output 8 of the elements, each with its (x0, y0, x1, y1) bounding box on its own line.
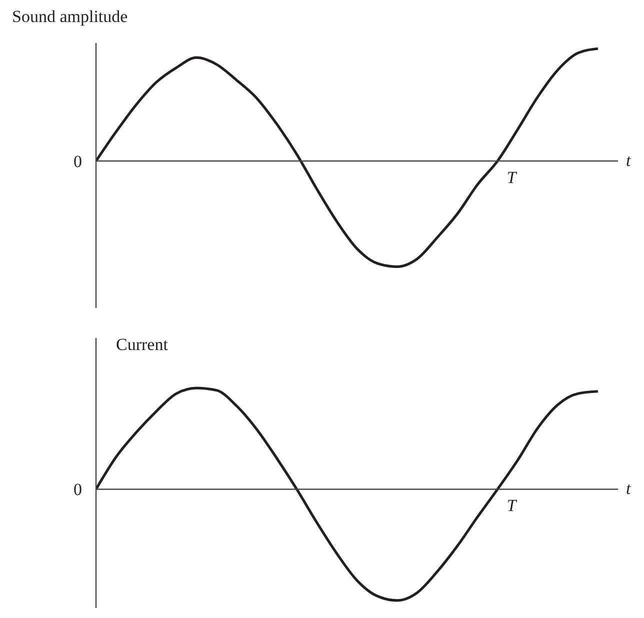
annotation: T (506, 496, 518, 516)
annotation: T (506, 168, 518, 188)
x-axis-title: t (626, 151, 632, 170)
text: 0 (74, 480, 82, 500)
y-axis-title: Current (116, 335, 168, 354)
text: 0 (74, 152, 82, 172)
y-axis-title: Sound amplitude (12, 7, 128, 26)
x-axis-title: t (626, 479, 632, 498)
